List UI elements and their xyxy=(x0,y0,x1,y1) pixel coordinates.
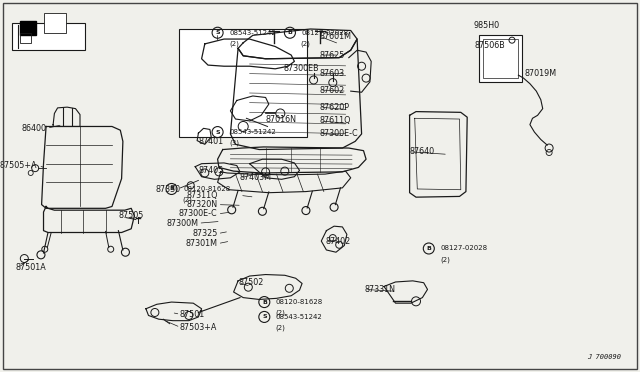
Text: 87405: 87405 xyxy=(198,166,223,175)
Text: S: S xyxy=(262,314,267,320)
Text: 87501: 87501 xyxy=(179,310,204,319)
Bar xyxy=(44,13,65,33)
Text: 87502: 87502 xyxy=(238,278,264,287)
Text: S: S xyxy=(215,30,220,35)
Text: 87603: 87603 xyxy=(320,69,345,78)
Text: (2): (2) xyxy=(275,325,285,331)
Text: 87331N: 87331N xyxy=(365,285,396,294)
Text: 87311Q: 87311Q xyxy=(186,191,218,200)
Text: B: B xyxy=(262,299,267,305)
Text: 87505: 87505 xyxy=(118,211,144,220)
Text: (2): (2) xyxy=(301,41,310,47)
Text: 87506B: 87506B xyxy=(475,41,506,50)
Text: 985H0: 985H0 xyxy=(474,21,500,30)
Text: 08127-02028: 08127-02028 xyxy=(301,30,349,36)
Text: (2): (2) xyxy=(275,310,285,317)
Text: B: B xyxy=(169,186,174,192)
Text: (2): (2) xyxy=(229,41,239,47)
Text: 87501A: 87501A xyxy=(15,263,46,272)
Text: 87640: 87640 xyxy=(410,147,435,156)
Bar xyxy=(179,29,307,137)
Text: 87401: 87401 xyxy=(198,137,223,146)
Text: (3): (3) xyxy=(229,140,239,147)
Text: 87602: 87602 xyxy=(320,86,345,94)
Text: (2): (2) xyxy=(182,197,192,203)
Text: 08120-81628: 08120-81628 xyxy=(276,299,323,305)
Bar xyxy=(479,35,522,82)
Text: 87300E-C: 87300E-C xyxy=(320,129,358,138)
Bar xyxy=(20,21,36,35)
Text: 87300M: 87300M xyxy=(166,219,198,228)
Bar xyxy=(12,23,85,50)
Text: 87320N: 87320N xyxy=(186,200,218,209)
Text: 87601M: 87601M xyxy=(320,32,352,41)
Text: 87330: 87330 xyxy=(156,185,180,194)
Text: 08543-51242: 08543-51242 xyxy=(229,30,276,36)
Bar xyxy=(20,33,31,43)
Text: 08543-51242: 08543-51242 xyxy=(229,129,276,135)
Text: 87301M: 87301M xyxy=(186,239,218,248)
Text: S: S xyxy=(215,129,220,135)
Text: 87325: 87325 xyxy=(192,229,218,238)
Text: 08543-51242: 08543-51242 xyxy=(276,314,323,320)
Text: 87403M: 87403M xyxy=(240,173,272,182)
Text: 87300EB: 87300EB xyxy=(284,64,319,73)
Text: 87611Q: 87611Q xyxy=(320,116,351,125)
Text: 87625: 87625 xyxy=(320,51,346,60)
Text: B: B xyxy=(426,246,431,251)
Text: 08127-02028: 08127-02028 xyxy=(440,246,488,251)
Text: 87019M: 87019M xyxy=(525,69,557,78)
Text: 87620P: 87620P xyxy=(320,103,350,112)
Text: J 700090: J 700090 xyxy=(587,354,621,360)
Text: 86400: 86400 xyxy=(22,124,47,133)
Text: (2): (2) xyxy=(440,256,450,263)
Text: 08120-81628: 08120-81628 xyxy=(183,186,230,192)
Text: 87503+A: 87503+A xyxy=(179,323,216,332)
Text: 87300E-C: 87300E-C xyxy=(179,209,218,218)
Text: 87505+A: 87505+A xyxy=(0,161,37,170)
Text: 87016N: 87016N xyxy=(266,115,296,124)
Text: B: B xyxy=(287,30,292,35)
Bar xyxy=(483,39,518,78)
Text: 87402: 87402 xyxy=(325,237,350,246)
